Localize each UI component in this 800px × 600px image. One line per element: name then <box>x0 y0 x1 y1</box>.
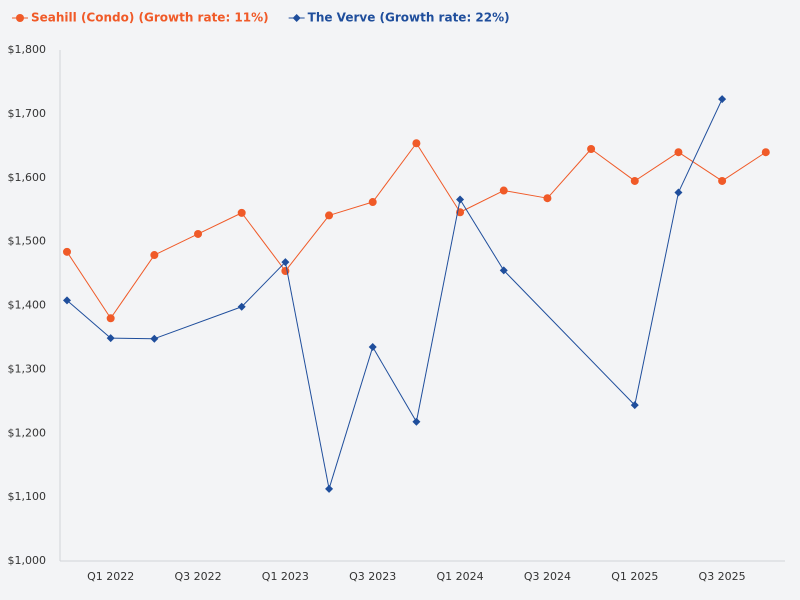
line-segment <box>372 142 417 203</box>
point <box>106 314 115 323</box>
line-segment <box>328 201 373 216</box>
point <box>237 208 246 217</box>
point <box>718 95 727 104</box>
line-segment <box>459 199 505 271</box>
y-tick-label: $1,500 <box>8 235 47 248</box>
y-tick-label: $1,300 <box>8 362 47 375</box>
y-tick-label: $1,200 <box>8 426 47 439</box>
point <box>499 186 508 195</box>
line-segment <box>677 98 723 193</box>
x-tick-label: Q3 2023 <box>349 570 396 583</box>
y-tick-label: $1,800 <box>8 43 47 56</box>
line-segment <box>66 300 112 339</box>
point <box>543 194 552 203</box>
line-segment <box>415 199 461 422</box>
line-segment <box>110 337 155 340</box>
line-segment <box>721 151 767 182</box>
point <box>368 198 377 207</box>
line-segment <box>241 261 286 308</box>
line-segment <box>372 346 417 423</box>
line-segment <box>503 270 636 406</box>
point <box>194 229 203 238</box>
x-tick-label: Q3 2025 <box>699 570 746 583</box>
y-tick-label: $1,000 <box>8 554 47 567</box>
line-segment <box>154 306 242 340</box>
legend-label: Seahill (Condo) (Growth rate: 11%) <box>31 11 269 25</box>
point <box>412 139 421 148</box>
line-segment <box>197 212 242 235</box>
line-segment <box>503 190 548 199</box>
point <box>150 251 159 260</box>
y-tick-label: $1,700 <box>8 107 47 120</box>
point <box>412 417 421 426</box>
y-tick-label: $1,100 <box>8 490 47 503</box>
point <box>630 176 639 185</box>
line-segment <box>547 148 592 199</box>
point <box>150 334 159 343</box>
point <box>281 258 290 267</box>
point <box>456 195 465 204</box>
line-segment <box>66 251 112 319</box>
line-segment <box>678 151 723 182</box>
point <box>281 267 290 276</box>
line-segment <box>154 233 199 256</box>
line-segment <box>241 212 286 272</box>
line-segment <box>459 190 504 213</box>
point <box>674 188 683 197</box>
point <box>368 343 377 352</box>
line-segment <box>634 151 679 182</box>
line-segment <box>415 142 461 213</box>
line-segment <box>328 346 374 489</box>
legend-label: The Verve (Growth rate: 22%) <box>308 11 510 25</box>
point <box>587 145 596 154</box>
line-segment <box>590 148 636 182</box>
point <box>106 334 115 343</box>
line-segment <box>284 261 330 489</box>
point <box>718 176 727 185</box>
point <box>674 148 683 157</box>
line-segment <box>110 254 155 319</box>
y-tick-label: $1,400 <box>8 299 47 312</box>
point <box>630 401 639 410</box>
x-tick-label: Q1 2022 <box>87 570 134 583</box>
point <box>237 302 246 311</box>
x-tick-label: Q1 2024 <box>436 570 483 583</box>
point <box>761 148 770 157</box>
line-segment <box>634 192 679 406</box>
x-tick-label: Q1 2025 <box>611 570 658 583</box>
point <box>325 211 334 220</box>
y-tick-label: $1,600 <box>8 171 47 184</box>
point <box>63 247 71 256</box>
point <box>63 296 71 305</box>
point <box>499 266 508 275</box>
x-tick-label: Q3 2024 <box>524 570 571 583</box>
x-tick-label: Q3 2022 <box>174 570 221 583</box>
line-segment <box>284 215 330 272</box>
x-tick-label: Q1 2023 <box>262 570 309 583</box>
point <box>325 484 334 493</box>
legend-marker <box>292 14 301 22</box>
legend-marker <box>16 14 24 22</box>
